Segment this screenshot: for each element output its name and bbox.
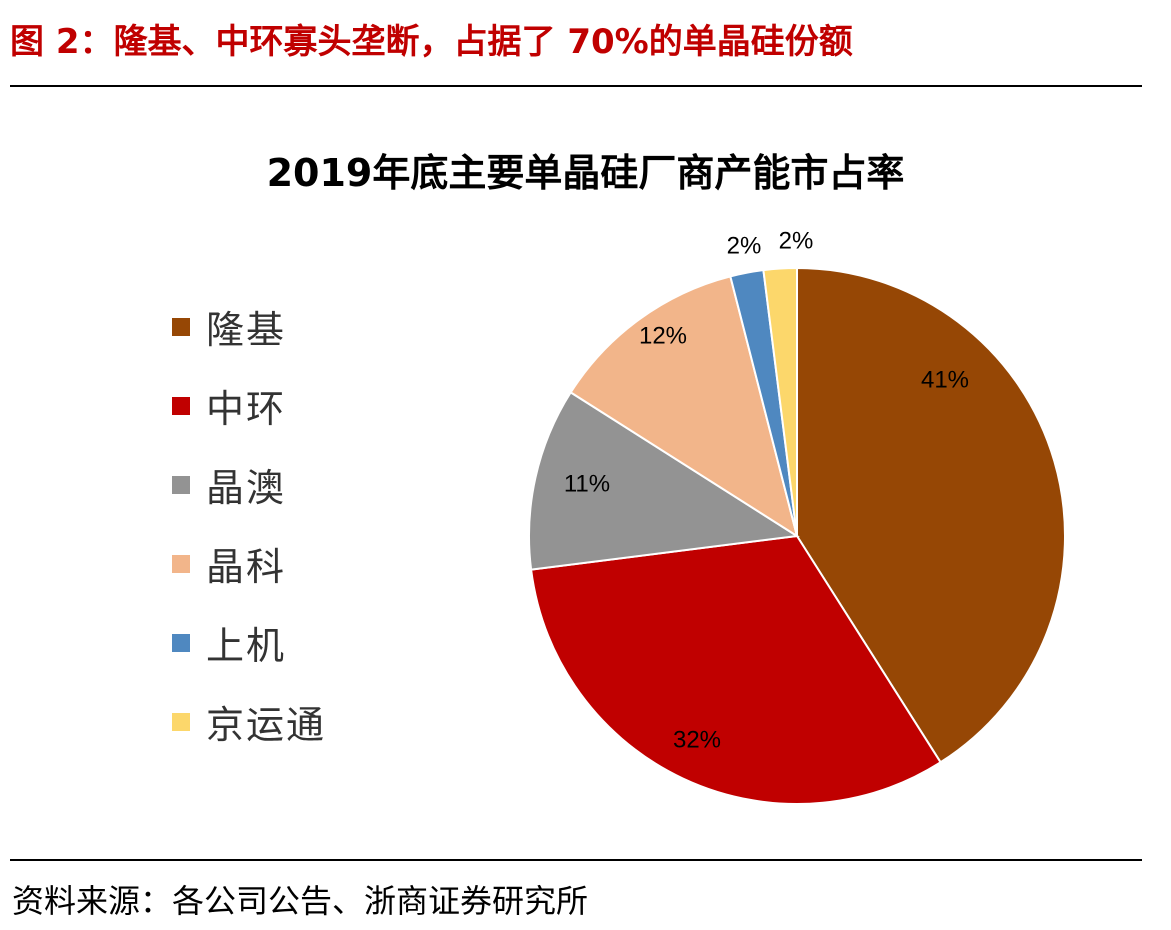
figure-title: 图 2：隆基、中环寡头垄断，占据了 70%的单晶硅份额 [10,22,853,62]
legend-label: 上机 [206,624,287,668]
legend-swatch [172,475,190,494]
legend-label: 中环 [206,387,287,431]
legend-swatch [172,712,190,731]
pie-slice [569,275,799,539]
slice-data-label: 2% [779,227,814,254]
legend-item: 晶澳 [172,445,326,524]
slice-data-label: 12% [639,322,687,349]
legend-label: 京运通 [206,703,327,747]
legend-swatch [172,317,190,336]
slice-data-label: 41% [921,366,969,393]
pie-slice [528,391,800,571]
legend-swatch [172,396,190,415]
legend-item: 中环 [172,366,326,445]
legend-label: 晶澳 [206,466,287,510]
legend-label: 晶科 [206,545,287,589]
pie-slice [762,266,798,537]
legend-swatch [172,554,190,573]
legend-label: 隆基 [206,308,287,352]
legend-item: 隆基 [172,287,326,366]
legend-item: 上机 [172,603,326,682]
slice-data-label: 2% [727,232,762,259]
legend-swatch [172,633,190,652]
chart-legend: 隆基 中环 晶澳 晶科 上机 京运通 [172,287,326,761]
source-note: 资料来源：各公司公告、浙商证券研究所 [12,882,589,920]
legend-item: 晶科 [172,524,326,603]
bottom-divider [10,859,1142,861]
slice-data-label: 11% [564,470,610,497]
pie-slice [529,534,942,805]
legend-item: 京运通 [172,682,326,761]
pie-slice [796,266,1066,764]
top-divider [10,85,1142,87]
chart-title: 2019年底主要单晶硅厂商产能市占率 [266,151,905,195]
slice-data-label: 32% [673,726,721,753]
